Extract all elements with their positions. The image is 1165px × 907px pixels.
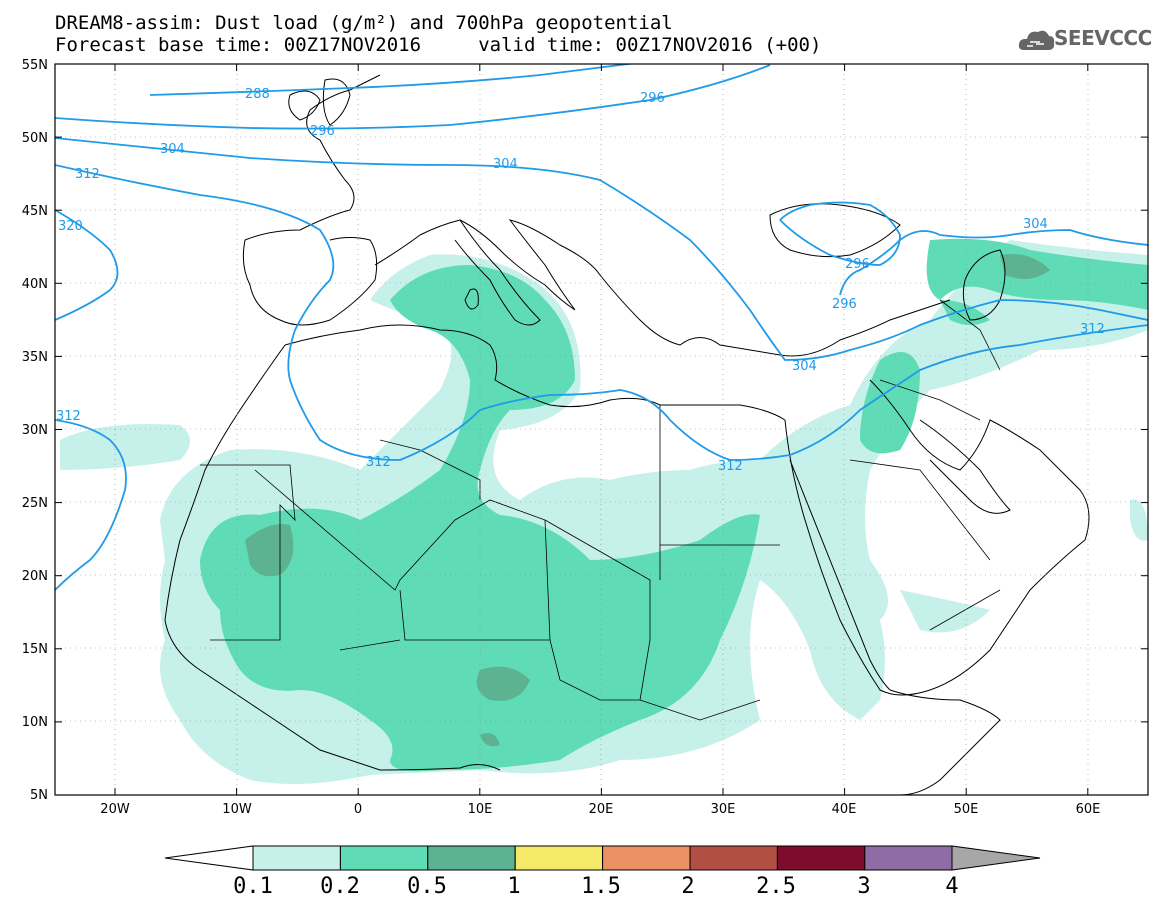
country-borders <box>200 299 1001 721</box>
lon-label: 0 <box>354 802 362 817</box>
colorbar-label: 0.1 <box>233 874 273 899</box>
contour-label: 312 <box>56 409 81 424</box>
colorbar-swatch <box>514 845 604 871</box>
contour-labels: 288 296 296 304 304 312 320 312 312 312 … <box>56 87 1105 474</box>
colorbar-swatch <box>339 845 429 871</box>
lon-label: 10E <box>468 802 493 817</box>
contour-label: 296 <box>310 124 335 139</box>
lon-label: 50E <box>954 802 979 817</box>
contour-label: 304 <box>1023 217 1048 232</box>
contour-label: 296 <box>640 91 665 106</box>
contour-label: 312 <box>75 167 100 182</box>
colorbar-swatch <box>602 845 691 871</box>
colorbar-swatch <box>864 845 953 871</box>
lon-label: 30E <box>711 802 736 817</box>
cloud-icon <box>1018 30 1055 50</box>
lon-labels: 20W 10W 0 10E 20E 30E 40E 50E 60E <box>100 802 1100 817</box>
contour-label: 296 <box>832 297 857 312</box>
colorbar-upper-arrow <box>951 845 1041 871</box>
gridlines <box>55 64 1148 795</box>
colorbar-label: 1 <box>507 874 520 899</box>
lat-label: 15N <box>22 642 48 657</box>
colorbar-label: 2.5 <box>756 874 796 899</box>
colorbar-label: 4 <box>945 874 958 899</box>
colorbar-label: 1.5 <box>581 874 621 899</box>
contour-label: 304 <box>160 142 185 157</box>
lat-label: 10N <box>22 715 48 730</box>
lat-label: 5N <box>30 788 48 803</box>
coastlines <box>164 74 1090 795</box>
colorbar-swatch <box>252 845 341 871</box>
lon-label: 20E <box>589 802 614 817</box>
lat-label: 30N <box>22 423 48 438</box>
dust-layer-0.5 <box>245 254 1050 747</box>
lat-label: 55N <box>22 58 48 73</box>
colorbar: 0.1 0.2 0.5 1 1.5 2 2.5 3 4 <box>164 845 1041 899</box>
lat-label: 45N <box>22 204 48 219</box>
lon-ticks <box>114 64 1089 795</box>
contour-label: 304 <box>493 157 518 172</box>
contour-label: 320 <box>58 219 83 234</box>
lat-label: 40N <box>22 277 48 292</box>
colorbar-swatch <box>427 845 516 871</box>
lon-label: 40E <box>832 802 857 817</box>
contour-label: 312 <box>366 455 391 470</box>
contour-label: 312 <box>718 459 743 474</box>
colorbar-swatch <box>776 845 866 871</box>
contour-label: 296 <box>845 257 870 272</box>
map-title: DREAM8-assim: Dust load (g/m²) and 700hP… <box>55 12 673 34</box>
lat-labels: 55N 50N 45N 40N 35N 30N 25N 20N 15N 10N … <box>22 58 48 803</box>
lon-label: 60E <box>1076 802 1101 817</box>
colorbar-label: 3 <box>857 874 870 899</box>
colorbar-label: 2 <box>681 874 694 899</box>
lat-ticks <box>55 63 1148 796</box>
forecast-time-line: Forecast base time: 00Z17NOV2016 valid t… <box>55 34 822 56</box>
lat-label: 50N <box>22 131 48 146</box>
contour-label: 288 <box>245 87 270 102</box>
logo-text: SEEVCCC <box>1054 26 1152 50</box>
lat-label: 20N <box>22 569 48 584</box>
lon-label: 10W <box>222 802 252 817</box>
geopotential-contours <box>55 64 1148 591</box>
lat-label: 25N <box>22 496 48 511</box>
colorbar-swatch <box>689 845 778 871</box>
lat-label: 35N <box>22 350 48 365</box>
colorbar-labels: 0.1 0.2 0.5 1 1.5 2 2.5 3 4 <box>233 874 959 899</box>
colorbar-lower-arrow <box>164 845 254 871</box>
contour-label: 304 <box>792 359 817 374</box>
colorbar-label: 0.2 <box>320 874 360 899</box>
lon-label: 20W <box>100 802 130 817</box>
colorbar-label: 0.5 <box>407 874 447 899</box>
contour-label: 312 <box>1080 322 1105 337</box>
